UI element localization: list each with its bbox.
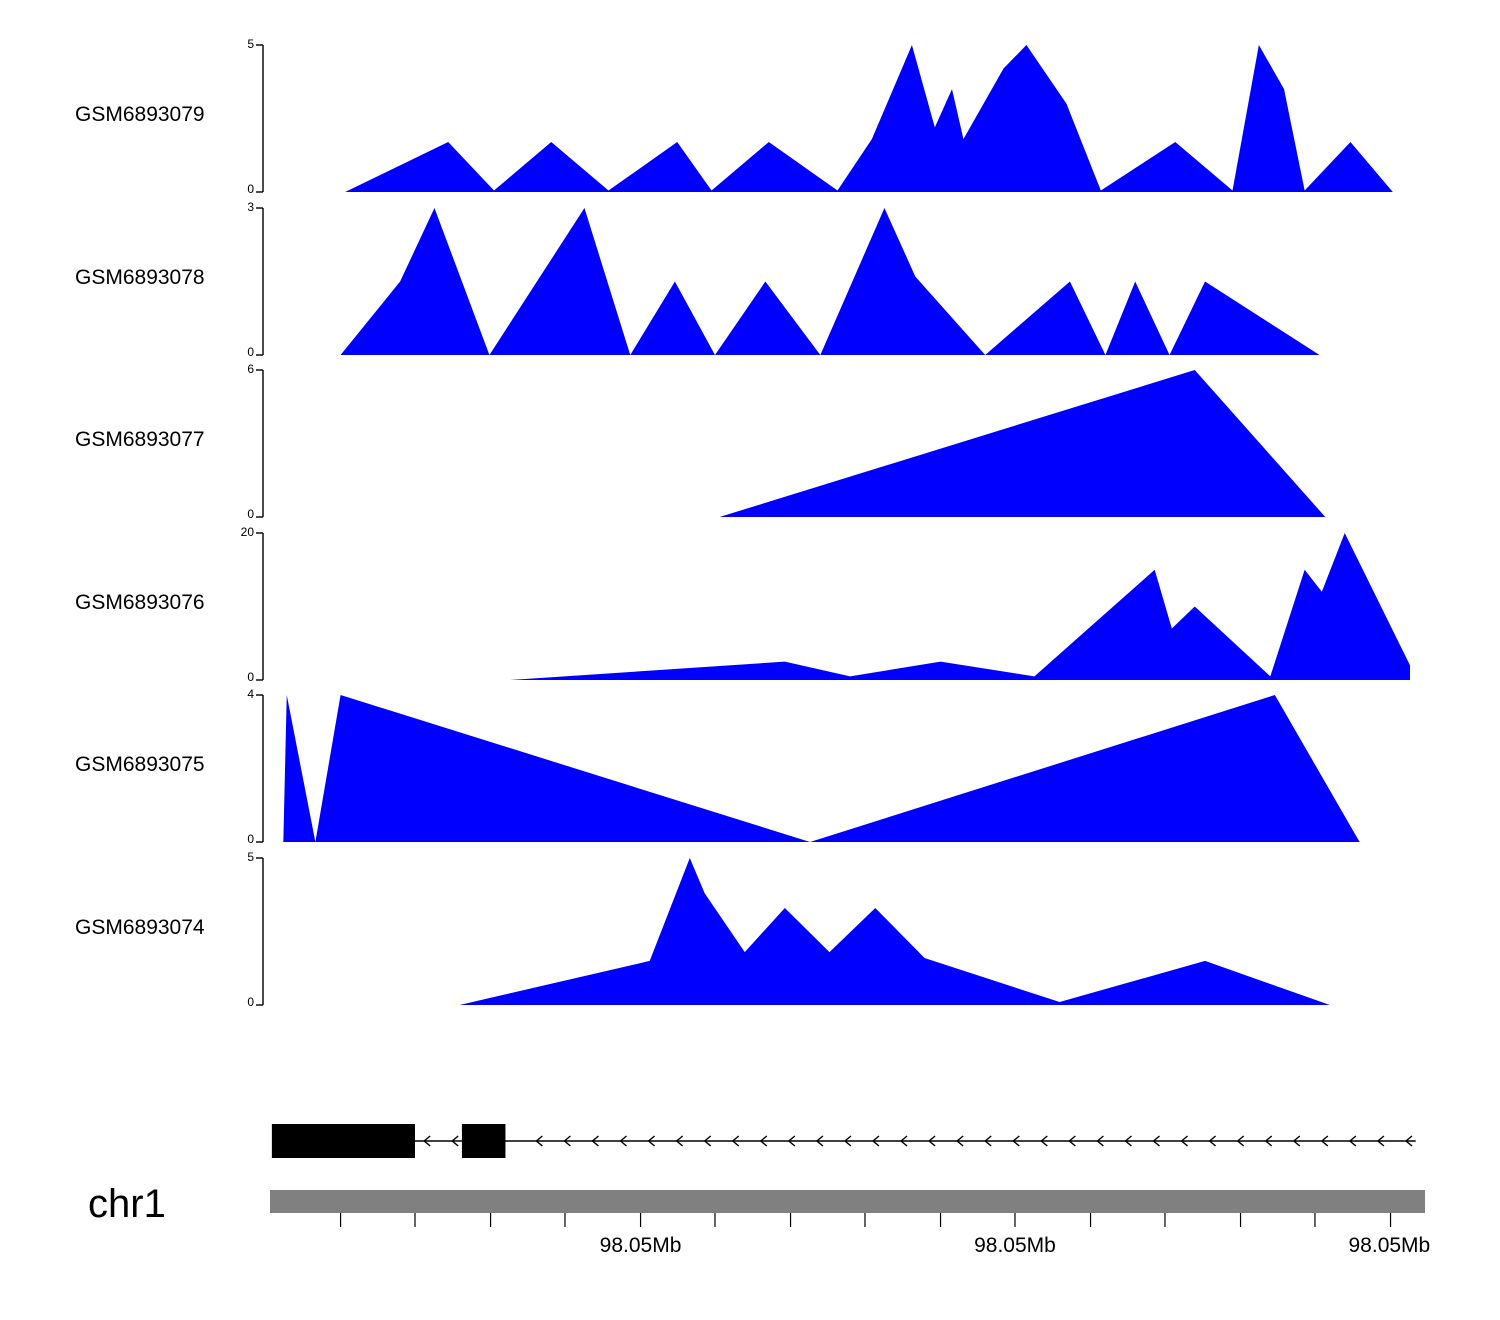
y-axis-min-tick: 0: [247, 995, 254, 1009]
y-axis-max-tick: 5: [247, 37, 254, 51]
y-axis-max-tick: 6: [247, 362, 254, 376]
genomic-position-label: 98.05Mb: [1348, 1234, 1431, 1257]
y-axis-max-tick: 3: [247, 200, 254, 214]
genomic-position-label: 98.05Mb: [974, 1234, 1056, 1257]
y-axis-max-tick: 4: [247, 687, 254, 701]
track-label-gsm6893078: GSM6893078: [75, 265, 205, 289]
track-label-gsm6893075: GSM6893075: [75, 752, 205, 776]
track-label-gsm6893077: GSM6893077: [75, 427, 205, 451]
genomic-position-label: 98.05Mb: [599, 1234, 682, 1257]
y-axis-max-tick: 20: [240, 525, 254, 539]
y-axis-min-tick: 0: [247, 345, 254, 359]
y-axis-min-tick: 0: [247, 832, 254, 846]
chromosome-label: chr1: [88, 1182, 166, 1226]
y-axis-min-tick: 0: [247, 507, 254, 521]
track-label-gsm6893079: GSM6893079: [75, 102, 205, 126]
track-label-gsm6893076: GSM6893076: [75, 590, 205, 614]
y-axis-min-tick: 0: [247, 670, 254, 684]
y-axis-max-tick: 5: [247, 850, 254, 864]
track-label-gsm6893074: GSM6893074: [75, 915, 205, 939]
y-axis-min-tick: 0: [247, 182, 254, 196]
